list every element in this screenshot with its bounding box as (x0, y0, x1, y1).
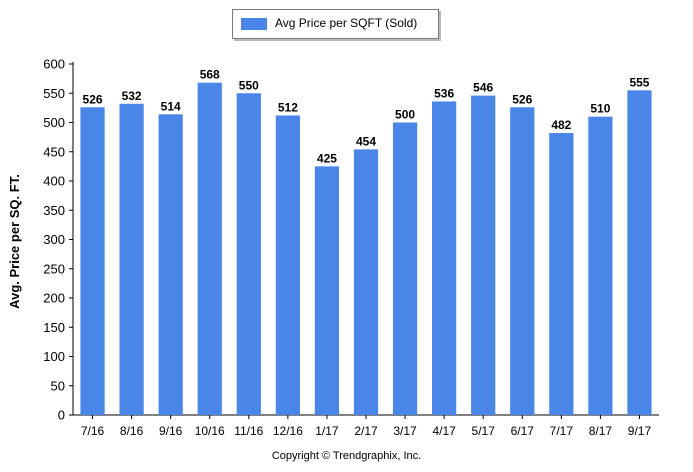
y-tick-label: 600 (43, 57, 65, 72)
x-tick-label: 8/17 (589, 424, 613, 438)
x-tick-label: 9/16 (159, 424, 183, 438)
bar (119, 103, 144, 415)
bar (549, 133, 574, 415)
bar (588, 116, 613, 416)
x-tick-label: 12/16 (273, 424, 303, 438)
data-label: 500 (395, 108, 415, 122)
legend: Avg Price per SQFT (Sold) (232, 9, 439, 39)
bar (80, 107, 105, 415)
y-tick-label: 100 (43, 349, 65, 364)
y-tick-label: 500 (43, 115, 65, 130)
x-tick-label: 4/17 (432, 424, 456, 438)
bar (432, 101, 457, 415)
x-tick-label: 3/17 (393, 424, 417, 438)
x-tick-label: 7/16 (81, 424, 105, 438)
y-tick-label: 350 (43, 203, 65, 218)
x-tick-label: 5/17 (472, 424, 496, 438)
y-tick-label: 300 (43, 232, 65, 247)
x-tick-label: 9/17 (628, 424, 652, 438)
bar (158, 114, 183, 415)
y-tick-label: 450 (43, 144, 65, 159)
bar (314, 166, 340, 415)
x-tick-label: 2/17 (354, 424, 378, 438)
x-tick-label: 11/16 (234, 424, 263, 438)
x-tick-label: 6/17 (511, 424, 535, 438)
data-label: 532 (122, 89, 142, 103)
y-axis-title: Avg. Price per SQ. FT. (7, 174, 22, 309)
bar (627, 90, 652, 415)
data-label: 568 (200, 68, 220, 82)
bar (392, 122, 418, 415)
y-tick-label: 550 (43, 86, 65, 101)
data-label: 514 (161, 99, 181, 113)
data-label: 512 (278, 100, 298, 114)
y-tick-label: 50 (51, 378, 65, 393)
bar (353, 149, 379, 415)
data-label: 526 (512, 92, 532, 106)
data-label: 555 (629, 75, 649, 89)
data-label: 550 (239, 78, 259, 92)
bar (236, 93, 261, 415)
y-tick-label: 250 (43, 261, 65, 276)
y-tick-label: 200 (43, 291, 65, 306)
x-tick-label: 1/17 (315, 424, 339, 438)
copyright-text: Copyright © Trendgraphix, Inc. (271, 450, 422, 462)
data-label: 510 (590, 102, 610, 116)
x-tick-label: 8/16 (120, 424, 144, 438)
x-tick-label: 10/16 (195, 424, 225, 438)
data-label: 526 (83, 92, 103, 106)
x-tick-label: 7/17 (550, 424, 574, 438)
data-label: 482 (551, 118, 571, 132)
legend-swatch (241, 18, 267, 30)
y-tick-label: 0 (58, 408, 65, 423)
bar (510, 107, 535, 415)
bar (275, 115, 300, 415)
bar (471, 95, 496, 415)
data-label: 425 (317, 151, 337, 165)
bar (197, 82, 222, 415)
data-label: 454 (356, 134, 376, 148)
data-label: 546 (473, 81, 493, 95)
y-tick-label: 400 (43, 174, 65, 189)
y-tick-label: 150 (43, 320, 65, 335)
legend-label: Avg Price per SQFT (Sold) (275, 16, 418, 30)
data-label: 536 (434, 86, 454, 100)
